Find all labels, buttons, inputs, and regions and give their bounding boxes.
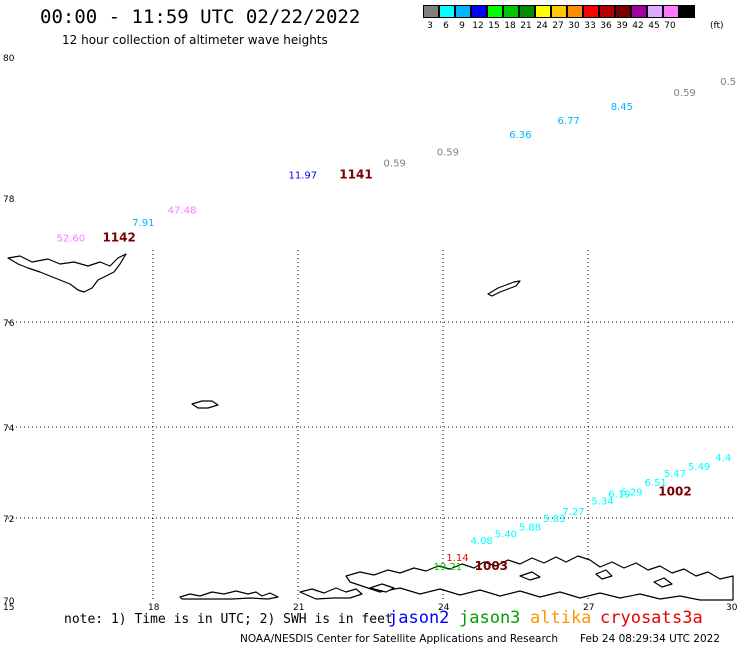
- wave-height-label: 1142: [102, 230, 135, 244]
- wave-height-label: 5.47: [664, 469, 686, 480]
- wave-height-label: 6.19: [608, 490, 630, 501]
- wave-height-label: 7.91: [132, 218, 154, 229]
- lon-label: 15: [3, 603, 14, 613]
- legend-label: 42: [632, 21, 644, 31]
- legend-swatch: 30: [566, 5, 583, 31]
- lat-label: 70: [3, 597, 15, 607]
- wave-height-label: 5.49: [688, 462, 710, 473]
- legend-swatch: 6: [438, 5, 455, 31]
- satellite-s3a: s3a: [672, 608, 703, 628]
- map-title: 00:00 - 11:59 UTC 02/22/2022: [40, 6, 361, 28]
- wave-height-label: 1.14: [446, 553, 468, 564]
- legend-swatch: 9: [454, 5, 471, 31]
- footer-timestamp: Feb 24 08:29:34 UTC 2022: [580, 633, 720, 645]
- footer-credit: NOAA/NESDIS Center for Satellite Applica…: [240, 633, 558, 645]
- lat-label: 76: [3, 319, 15, 329]
- coastline: [653, 577, 673, 588]
- lon-label: 21: [293, 603, 304, 613]
- note-text: note: 1) Time is in UTC; 2) SWH is in fe…: [64, 612, 393, 627]
- wave-height-label: 1003: [475, 559, 508, 573]
- legend-swatch: 15: [486, 5, 503, 31]
- coastline: [191, 400, 219, 409]
- wave-height-label: 4.08: [471, 536, 493, 547]
- legend-swatch: [678, 5, 695, 31]
- wave-height-label: 5.40: [495, 530, 517, 541]
- wave-height-label: 0.59: [437, 148, 459, 159]
- legend-label: 21: [520, 21, 532, 31]
- legend-label: 70: [664, 21, 676, 31]
- satellite-jason3: jason3: [459, 608, 521, 628]
- legend-label: 6: [443, 21, 449, 31]
- legend-label: 3: [427, 21, 433, 31]
- legend-label: 24: [536, 21, 548, 31]
- wave-height-label: 1141: [339, 167, 372, 181]
- wave-height-label: 6.51: [645, 478, 667, 489]
- coastline: [487, 280, 521, 297]
- legend-swatch: 70: [662, 5, 679, 31]
- wave-height-label: 6.36: [509, 130, 531, 141]
- wave-height-label: 8.45: [611, 102, 633, 113]
- wave-height-label: 11.97: [289, 170, 318, 181]
- lon-label: 24: [438, 603, 450, 613]
- legend-label: 33: [584, 21, 596, 31]
- legend-swatch: 18: [502, 5, 519, 31]
- wave-height-label: 0.59: [384, 158, 406, 169]
- coastline: [519, 571, 541, 581]
- wave-height-label: 0.59: [674, 88, 696, 99]
- wave-height-label: 6.77: [558, 116, 580, 127]
- lat-label: 80: [3, 54, 15, 64]
- legend-label: 27: [552, 21, 564, 31]
- wave-height-label: 19.21: [434, 562, 463, 573]
- legend-label: 39: [616, 21, 628, 31]
- legend-label: 30: [568, 21, 580, 31]
- legend-label: 9: [459, 21, 465, 31]
- coastline: [595, 569, 613, 580]
- legend-swatch: 45: [646, 5, 663, 31]
- coastline: [345, 555, 734, 601]
- wave-height-label: 7.27: [562, 507, 584, 518]
- legend-swatch: 24: [534, 5, 551, 31]
- legend-swatch: 12: [470, 5, 487, 31]
- satellite-altika: altika: [530, 608, 592, 628]
- coastline: [7, 253, 127, 293]
- satellite-jason2: jason2: [388, 608, 450, 628]
- lon-label: 30: [726, 603, 738, 613]
- legend-swatch: 42: [630, 5, 647, 31]
- legend-swatch: 27: [550, 5, 567, 31]
- legend-label: 45: [648, 21, 660, 31]
- wave-height-label: 4.4: [715, 453, 731, 464]
- lat-label: 72: [3, 515, 14, 525]
- wave-height-label: 5.83: [543, 514, 565, 525]
- coastline: [299, 587, 363, 600]
- legend-label: 12: [472, 21, 484, 31]
- legend-unit: (ft): [710, 21, 724, 31]
- lat-label: 78: [3, 195, 15, 205]
- coastline: [369, 583, 395, 593]
- wave-height-label: 1002: [658, 484, 691, 498]
- legend-label: 36: [600, 21, 612, 31]
- wave-height-label: 47.48: [168, 206, 197, 217]
- wave-height-label: 0.5: [720, 77, 736, 88]
- legend-swatch: 39: [614, 5, 631, 31]
- legend-swatch: 21: [518, 5, 535, 31]
- lon-label: 27: [583, 603, 594, 613]
- lon-label: 18: [148, 603, 160, 613]
- wave-height-legend: 3 6 9 12 15 18 21 24 27 30 33 36 39 42 45 70: [422, 5, 695, 31]
- legend-swatch: 33: [582, 5, 599, 31]
- satellite-cryosat: cryosat: [600, 608, 672, 628]
- wave-height-label: 6.29: [620, 487, 642, 498]
- legend-label: 18: [504, 21, 516, 31]
- map-subtitle: 12 hour collection of altimeter wave hei…: [62, 33, 328, 47]
- wave-height-label: 52.60: [57, 233, 86, 244]
- legend-swatch: 3: [422, 5, 439, 31]
- legend-label: 15: [488, 21, 500, 31]
- legend-swatch: 36: [598, 5, 615, 31]
- wave-height-label: 5.88: [519, 522, 541, 533]
- lat-label: 74: [3, 424, 15, 434]
- wave-height-label: 5.34: [591, 496, 613, 507]
- coastline: [179, 590, 279, 600]
